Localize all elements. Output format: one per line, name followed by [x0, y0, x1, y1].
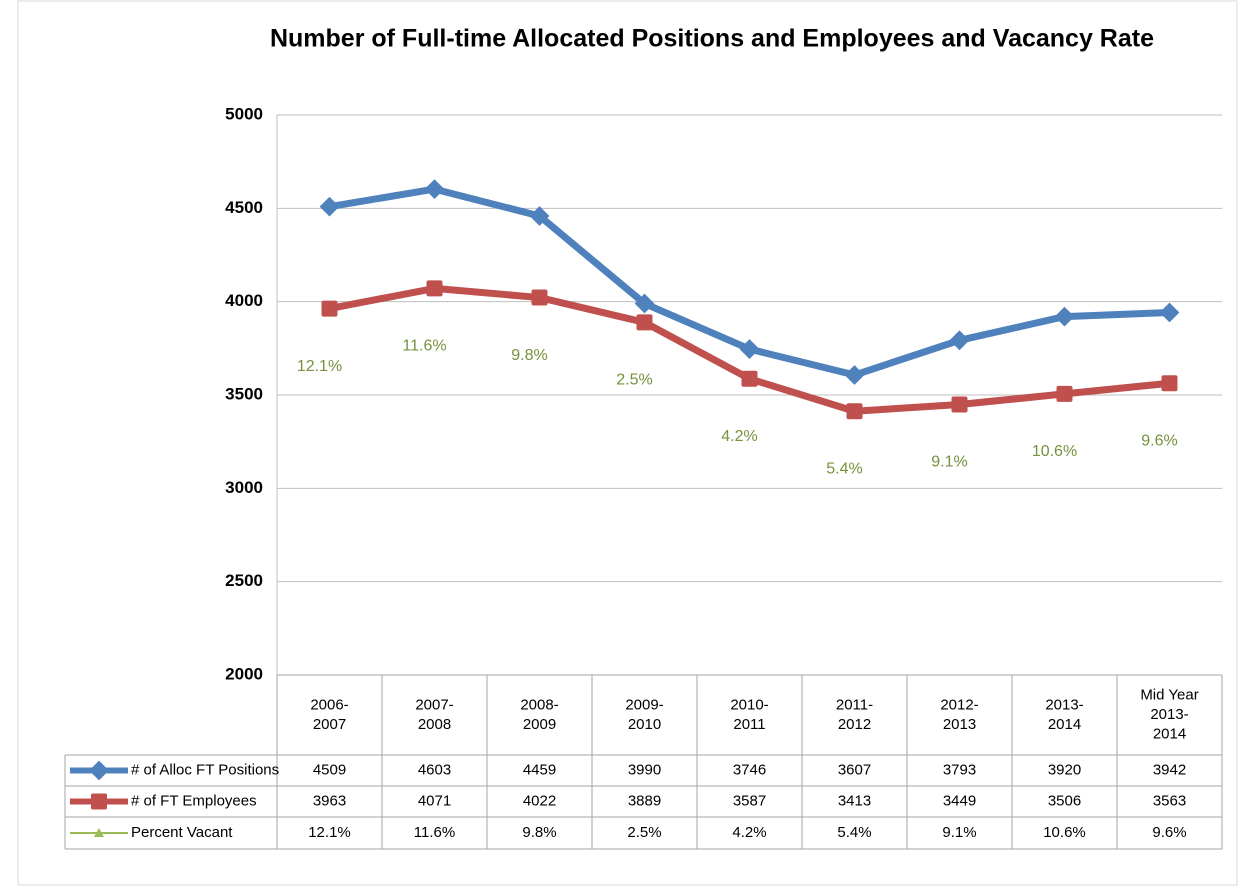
table-cell: 3413 — [838, 792, 871, 809]
y-tick-label: 5000 — [225, 104, 263, 123]
data-label: 2.5% — [616, 372, 652, 389]
data-label: 10.6% — [1032, 443, 1077, 460]
y-tick-label: 4500 — [225, 198, 263, 217]
x-tick-label: 2011-2012 — [836, 696, 873, 733]
table-cell: 4509 — [313, 761, 346, 778]
data-label: 4.2% — [721, 428, 757, 445]
x-tick-label: 2013-2014 — [1045, 696, 1083, 733]
y-tick-label: 3000 — [225, 478, 263, 497]
marker — [1054, 306, 1075, 327]
table-cell: 9.8% — [522, 824, 556, 841]
table-cell: 4603 — [418, 761, 451, 778]
table-cell: 12.1% — [308, 824, 351, 841]
marker — [951, 396, 968, 413]
x-tick-label: 2006-2007 — [310, 696, 348, 733]
y-tick-label: 4000 — [225, 291, 263, 310]
data-label: 12.1% — [297, 358, 342, 375]
table-cell: 3563 — [1153, 792, 1186, 809]
data-label: 11.6% — [402, 338, 446, 355]
marker — [949, 330, 970, 351]
table-cell: 4459 — [523, 761, 556, 778]
data-label: 9.1% — [931, 454, 967, 471]
table-cell: 4.2% — [732, 824, 766, 841]
marker — [321, 300, 338, 317]
table-cell: 3889 — [628, 792, 661, 809]
x-tick-label: Mid Year 2013-2014 — [1140, 686, 1198, 742]
table-cell: 4071 — [418, 792, 451, 809]
table-cell: 3506 — [1048, 792, 1081, 809]
marker — [319, 196, 340, 217]
marker — [91, 793, 107, 810]
x-tick-label: 2007-2008 — [415, 696, 453, 733]
table-cell: 4022 — [523, 792, 556, 809]
marker — [636, 314, 653, 331]
y-tick-label: 2000 — [225, 664, 263, 683]
marker — [846, 403, 863, 420]
table-cell: 3942 — [1153, 761, 1186, 778]
x-tick-label: 2009-2010 — [625, 696, 663, 733]
marker — [89, 760, 109, 781]
marker — [844, 365, 865, 385]
legend-label: # of FT Employees — [131, 792, 257, 809]
table-cell: 3449 — [943, 792, 976, 809]
x-tick-label: 2010-2011 — [730, 696, 768, 733]
chart-border — [17, 0, 1238, 886]
y-tick-label: 3500 — [225, 384, 263, 403]
marker — [1056, 385, 1073, 402]
table-cell: 9.1% — [942, 824, 976, 841]
table-cell: 3793 — [943, 761, 976, 778]
x-tick-label: 2012-2013 — [940, 696, 978, 733]
data-label: 5.4% — [826, 460, 862, 477]
legend-label: # of Alloc FT Positions — [131, 761, 279, 778]
table-cell: 3990 — [628, 761, 661, 778]
table-cell: 10.6% — [1043, 824, 1086, 841]
table-cell: 9.6% — [1152, 824, 1186, 841]
marker — [1159, 302, 1180, 323]
y-tick-label: 2500 — [225, 571, 263, 590]
table-cell: 3963 — [313, 792, 346, 809]
x-tick-label: 2008-2009 — [520, 696, 558, 733]
table-cell: 11.6% — [414, 824, 455, 841]
marker — [739, 339, 760, 359]
marker — [1161, 375, 1178, 392]
marker — [426, 280, 443, 297]
data-label: 9.8% — [511, 347, 547, 364]
marker — [741, 370, 758, 387]
marker — [424, 179, 445, 200]
marker — [531, 289, 548, 306]
table-cell: 3587 — [733, 792, 766, 809]
table-cell: 3920 — [1048, 761, 1081, 778]
table-cell: 3746 — [733, 761, 766, 778]
marker — [94, 828, 104, 837]
data-label: 9.6% — [1141, 432, 1177, 449]
marker — [634, 293, 655, 314]
table-cell: 2.5% — [627, 824, 661, 841]
table-cell: 3607 — [838, 761, 871, 778]
table-cell: 5.4% — [837, 824, 871, 841]
legend-label: Percent Vacant — [131, 824, 233, 841]
chart-title: Number of Full-time Allocated Positions … — [270, 25, 1154, 53]
